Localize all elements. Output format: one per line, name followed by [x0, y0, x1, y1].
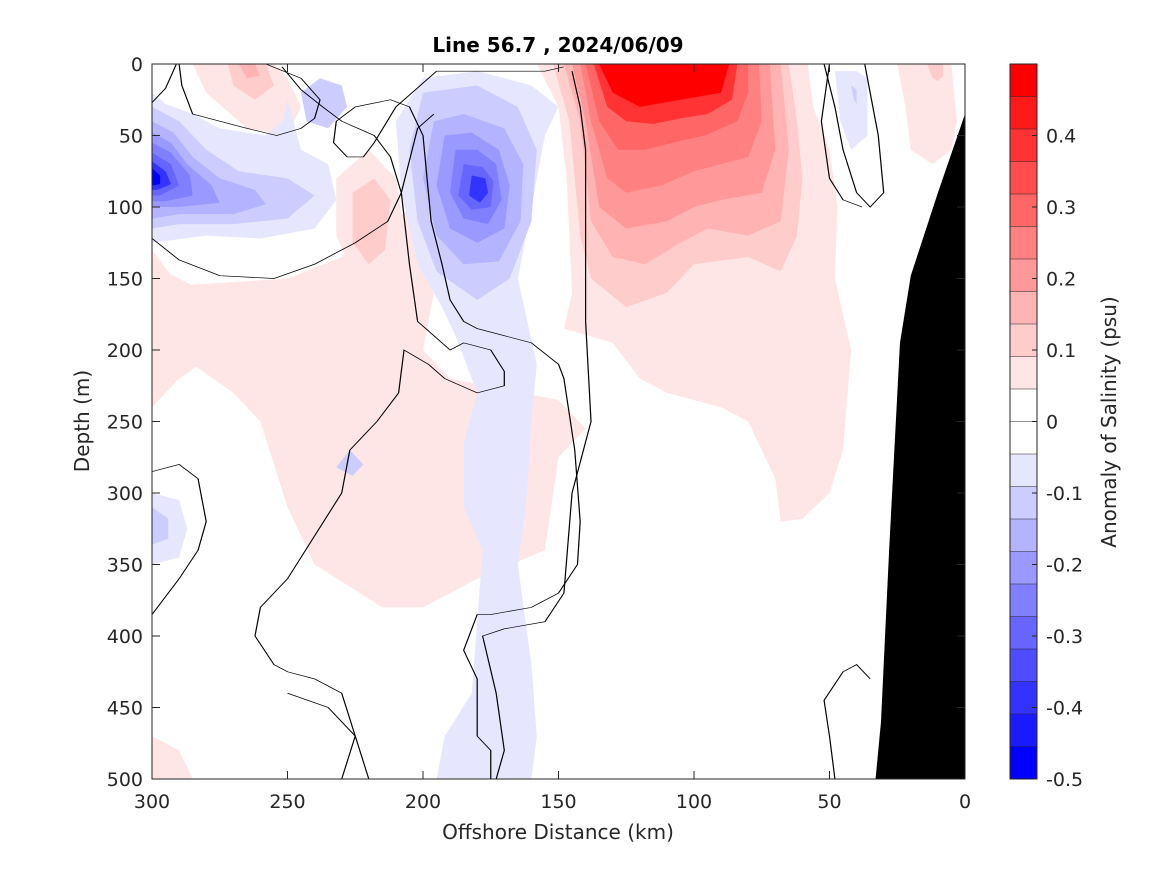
colorbar-band: [1010, 746, 1037, 780]
y-tick-label: 450: [107, 698, 143, 720]
anomaly-region-pos-09: [352, 178, 391, 265]
colorbar-tick-label: -0.2: [1046, 555, 1083, 577]
colorbar-band: [1010, 291, 1037, 325]
anomaly-region-pos-07: [238, 64, 261, 79]
anomaly-region-pos-06: [227, 64, 274, 100]
anomaly-region-neg-20: [834, 71, 868, 150]
y-axis: 0 50 100 150 200 250 300 350 400 450 500: [107, 54, 965, 791]
zero-contour-line: [152, 66, 402, 279]
colorbar-tick-label: 0: [1046, 412, 1058, 434]
anomaly-region-pos-19: [927, 64, 944, 82]
colorbar-band: [1010, 389, 1037, 422]
colorbar-band: [1010, 324, 1037, 357]
y-tick-label: 100: [107, 197, 143, 219]
anomaly-region-pos-05: [192, 64, 302, 136]
colorbar-band: [1010, 226, 1037, 260]
anomaly-region-pos-03: [152, 264, 220, 408]
colorbar-band: [1010, 584, 1037, 617]
zero-contour-line: [254, 113, 505, 779]
y-tick-label: 300: [107, 483, 143, 505]
colorbar-band: [1010, 356, 1037, 390]
x-tick-label: 100: [676, 791, 712, 813]
colorbar-band: [1010, 486, 1037, 520]
colorbar-band: [1010, 454, 1037, 487]
colorbar-band: [1010, 421, 1037, 455]
colorbar-band: [1010, 616, 1037, 650]
anomaly-region-pos-17: [599, 64, 730, 107]
chart-title: Line 56.7 , 2024/06/09: [432, 33, 683, 57]
colorbar-band: [1010, 259, 1037, 292]
colorbar-tick-label: -0.1: [1046, 483, 1083, 505]
colorbar-band: [1010, 96, 1037, 130]
colorbar-band: [1010, 161, 1037, 195]
zero-contour-line: [820, 64, 863, 208]
bathymetry-layer: [875, 114, 965, 779]
colorbar-band: [1010, 194, 1037, 227]
anomaly-region-neg-18: [152, 507, 169, 545]
anomaly-region-pos-04: [152, 736, 193, 779]
x-tick-label: 300: [134, 791, 170, 813]
zero-contour-line: [332, 66, 581, 779]
colorbar-band: [1010, 129, 1037, 162]
y-tick-label: 250: [107, 412, 143, 434]
x-tick-label: 200: [405, 791, 441, 813]
contour-fill-layer: [152, 64, 957, 779]
y-tick-label: 0: [131, 54, 143, 76]
zero-contour-line: [481, 71, 592, 779]
y-tick-label: 400: [107, 626, 143, 648]
colorbar-band: [1010, 714, 1037, 747]
colorbar-tick-label: 0.1: [1046, 340, 1076, 362]
colorbar-band: [1010, 519, 1037, 552]
colorbar-band: [1010, 551, 1037, 585]
anomaly-region-neg-21: [851, 85, 857, 105]
x-axis: 300 250 200 150 100 50 0: [134, 64, 971, 813]
zero-contour-line: [152, 463, 207, 615]
colorbar: 0.4 0.3 0.2 0.1 0 -0.1 -0.2 -0.3 -0.4 -0.5: [1009, 63, 1083, 791]
anomaly-region-neg-19: [336, 450, 364, 476]
colorbar-tick-label: 0.2: [1046, 269, 1076, 291]
colorbar-label: Anomaly of Salinity (psu): [1097, 296, 1121, 547]
x-tick-label: 0: [959, 791, 971, 813]
y-tick-label: 350: [107, 555, 143, 577]
zero-contour-layer: [152, 64, 885, 779]
zero-contour-line: [823, 64, 885, 208]
y-tick-label: 200: [107, 340, 143, 362]
zero-contour-line: [178, 64, 321, 136]
anomaly-region-neg-07: [469, 175, 489, 203]
colorbar-tick-label: -0.4: [1046, 698, 1083, 720]
y-tick-label: 500: [107, 769, 143, 791]
colorbar-band: [1010, 681, 1037, 715]
x-tick-label: 250: [269, 791, 305, 813]
zero-contour-line: [152, 64, 177, 103]
y-axis-label: Depth (m): [70, 370, 94, 472]
anomaly-region-neg-15: [152, 168, 161, 186]
seafloor-bathymetry: [875, 114, 965, 779]
x-tick-label: 50: [817, 791, 841, 813]
y-tick-label: 150: [107, 269, 143, 291]
anomaly-region-neg-17: [152, 493, 188, 565]
anomaly-region-pos-18: [897, 64, 957, 165]
colorbar-tick-label: -0.5: [1046, 769, 1083, 791]
x-axis-label: Offshore Distance (km): [442, 820, 674, 844]
colorbar-band: [1010, 64, 1037, 97]
zero-contour-line: [823, 664, 871, 779]
zero-contour-line: [287, 692, 356, 779]
colorbar-tick-label: -0.3: [1046, 626, 1083, 648]
x-tick-label: 150: [540, 791, 576, 813]
colorbar-tick-label: 0.3: [1046, 197, 1076, 219]
y-tick-label: 50: [119, 126, 143, 148]
colorbar-band: [1010, 649, 1037, 682]
colorbar-tick-label: 0.4: [1046, 126, 1076, 148]
